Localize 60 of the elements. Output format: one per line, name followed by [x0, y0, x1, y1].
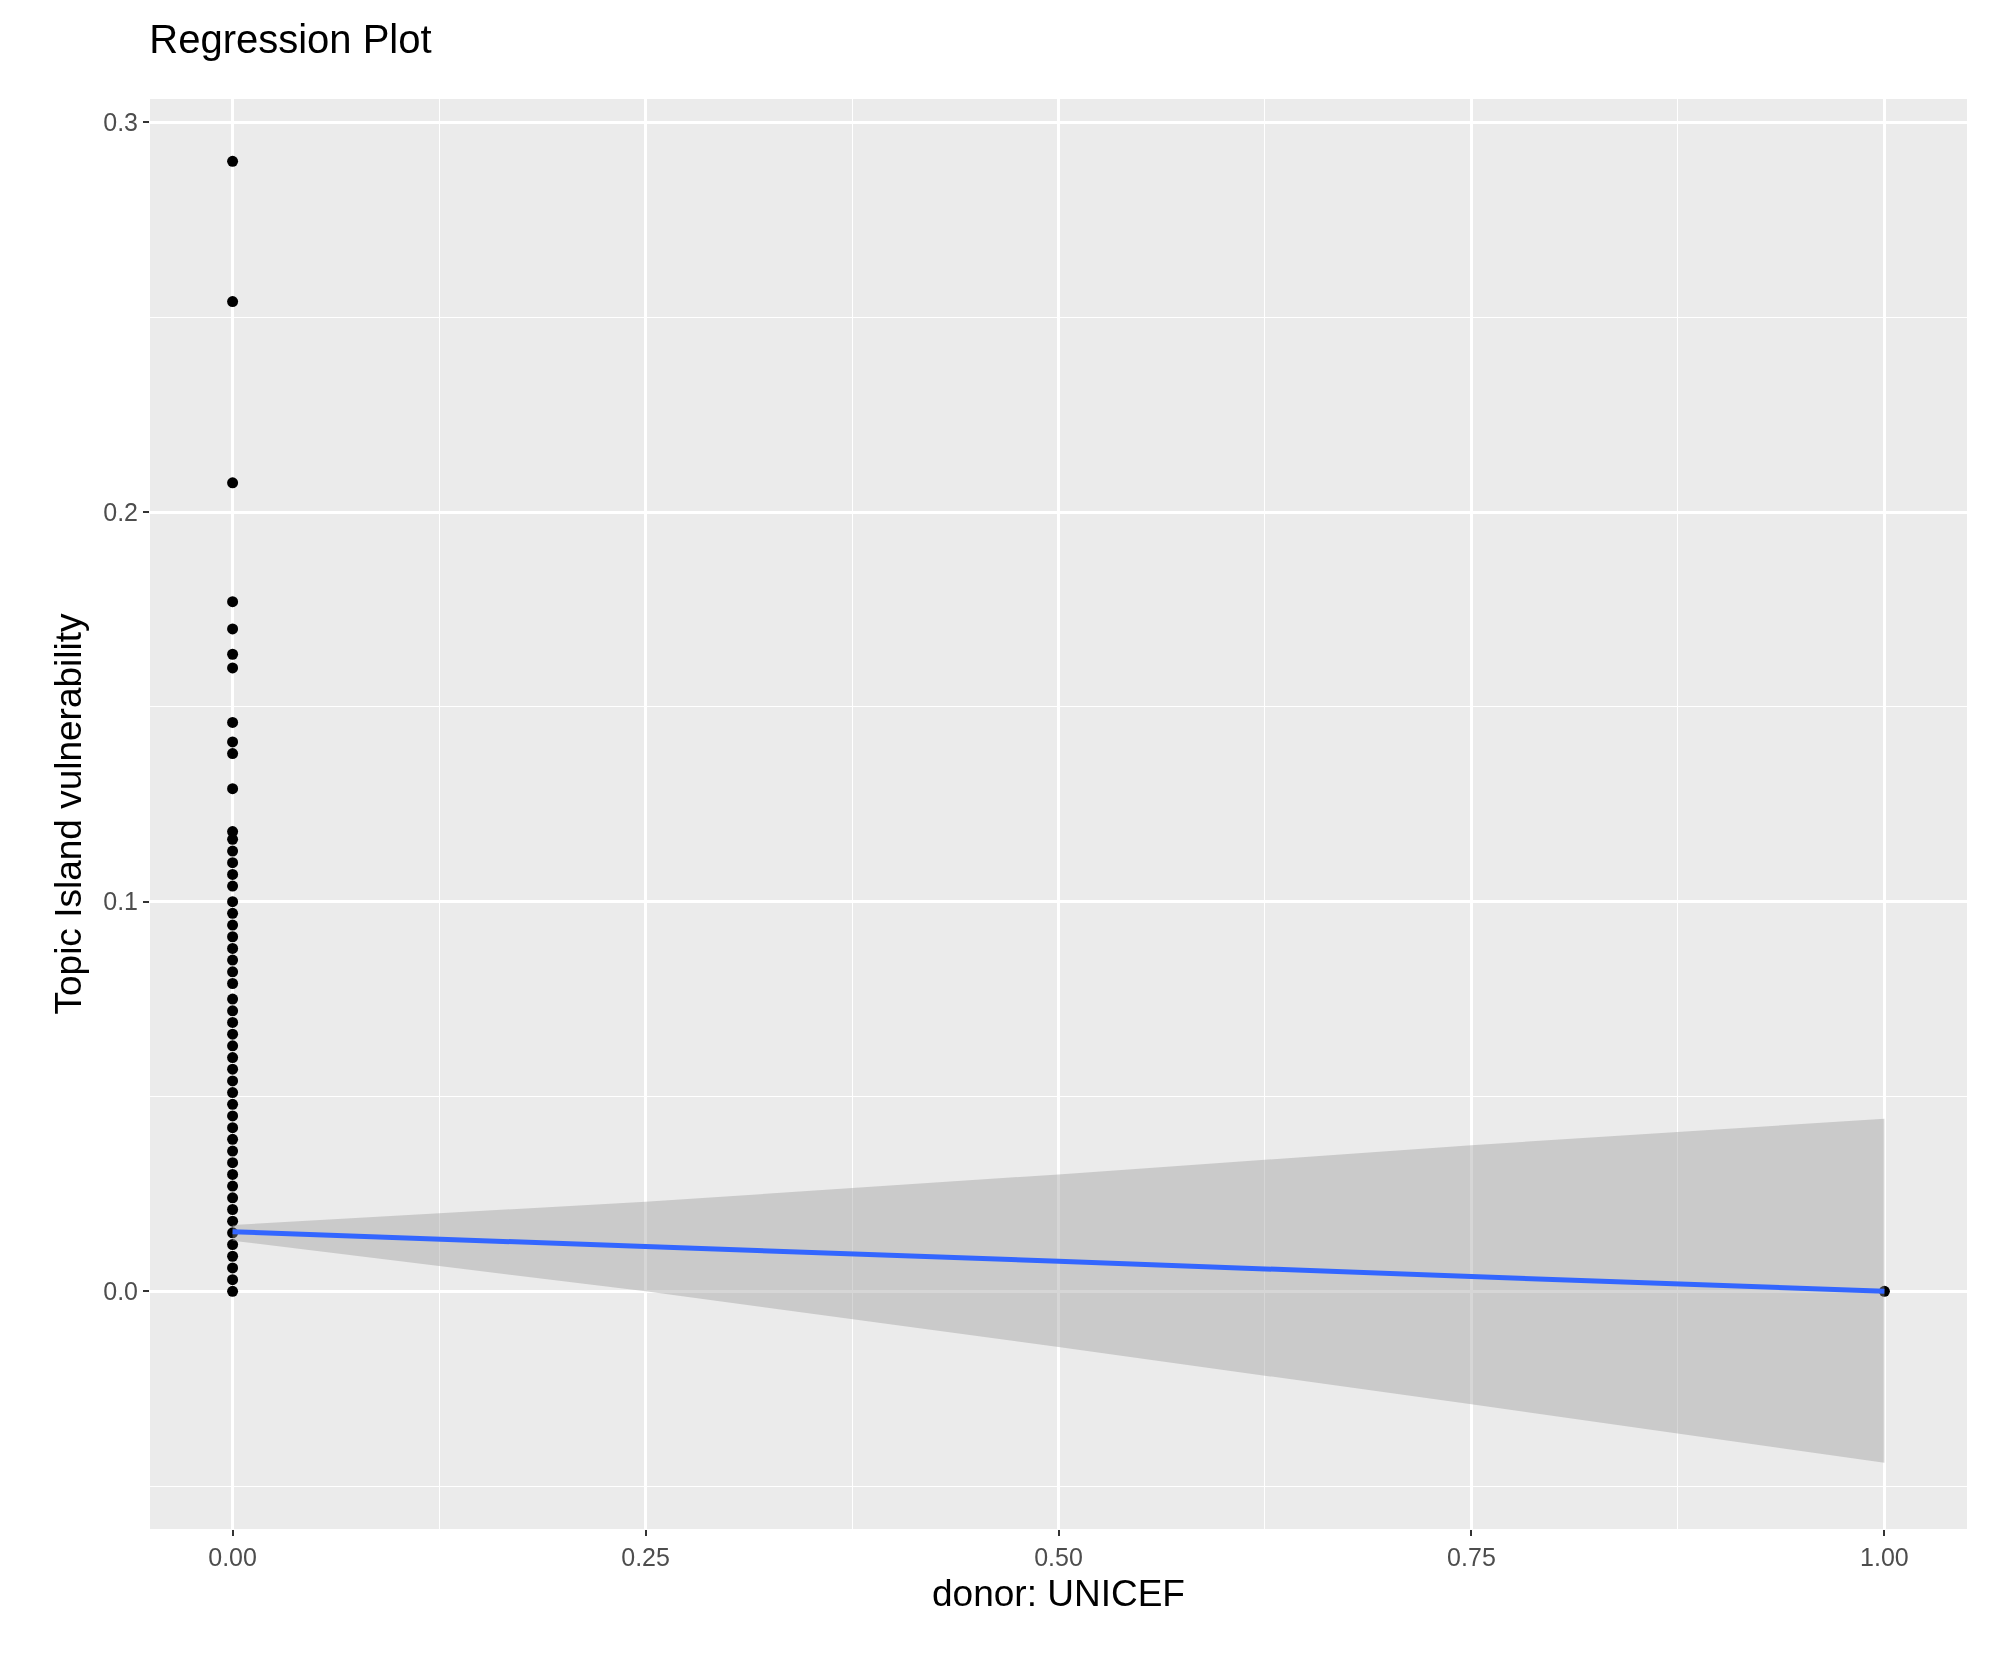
point [227, 1203, 239, 1215]
point [227, 857, 239, 869]
point [227, 1110, 239, 1122]
point [227, 1016, 239, 1028]
point [227, 648, 239, 660]
y-tick-label: 0.0 [103, 1277, 138, 1306]
point [227, 1063, 239, 1075]
point [227, 868, 239, 880]
point [227, 1122, 239, 1134]
x-tick-label: 0.75 [1447, 1543, 1496, 1571]
point [227, 1250, 239, 1262]
x-tick-label: 1.00 [1860, 1543, 1909, 1571]
point [227, 1005, 239, 1017]
point [227, 662, 239, 674]
point [227, 1239, 239, 1251]
x-tick-label: 0.50 [1034, 1543, 1083, 1571]
point [227, 1180, 239, 1192]
point [227, 896, 239, 908]
point [227, 1098, 239, 1110]
point [227, 1040, 239, 1052]
point [227, 942, 239, 954]
point [227, 1285, 239, 1297]
point [227, 1262, 239, 1274]
point [227, 1157, 239, 1169]
point [227, 596, 239, 608]
point [227, 623, 239, 635]
point [227, 966, 239, 978]
y-tick-label: 0.2 [103, 497, 138, 526]
point [227, 993, 239, 1005]
point [227, 716, 239, 728]
point [227, 155, 239, 167]
point [227, 880, 239, 892]
point [227, 1274, 239, 1286]
point [227, 907, 239, 919]
point [227, 1052, 239, 1064]
point [227, 1087, 239, 1099]
x-tick-label: 0.00 [208, 1543, 257, 1571]
point [227, 477, 239, 489]
point [227, 1145, 239, 1157]
point [227, 954, 239, 966]
point [227, 1133, 239, 1145]
y-tick-label: 0.1 [103, 887, 138, 916]
x-tick-label: 0.25 [621, 1543, 670, 1571]
point [227, 748, 239, 760]
point [227, 296, 239, 308]
point [227, 978, 239, 989]
point [227, 931, 239, 943]
point [227, 845, 239, 857]
x-axis-title: donor: UNICEF [932, 1573, 1185, 1615]
point [227, 919, 239, 931]
chart-title: Regression Plot [149, 16, 432, 61]
point [227, 1215, 239, 1227]
point [227, 736, 239, 748]
point [227, 1168, 239, 1180]
y-axis-title: Topic Island vulnerability [47, 612, 89, 1015]
y-tick-label: 0.3 [103, 108, 138, 137]
point [227, 1192, 239, 1204]
point [227, 783, 239, 795]
point [227, 1075, 239, 1087]
point [227, 1028, 239, 1040]
